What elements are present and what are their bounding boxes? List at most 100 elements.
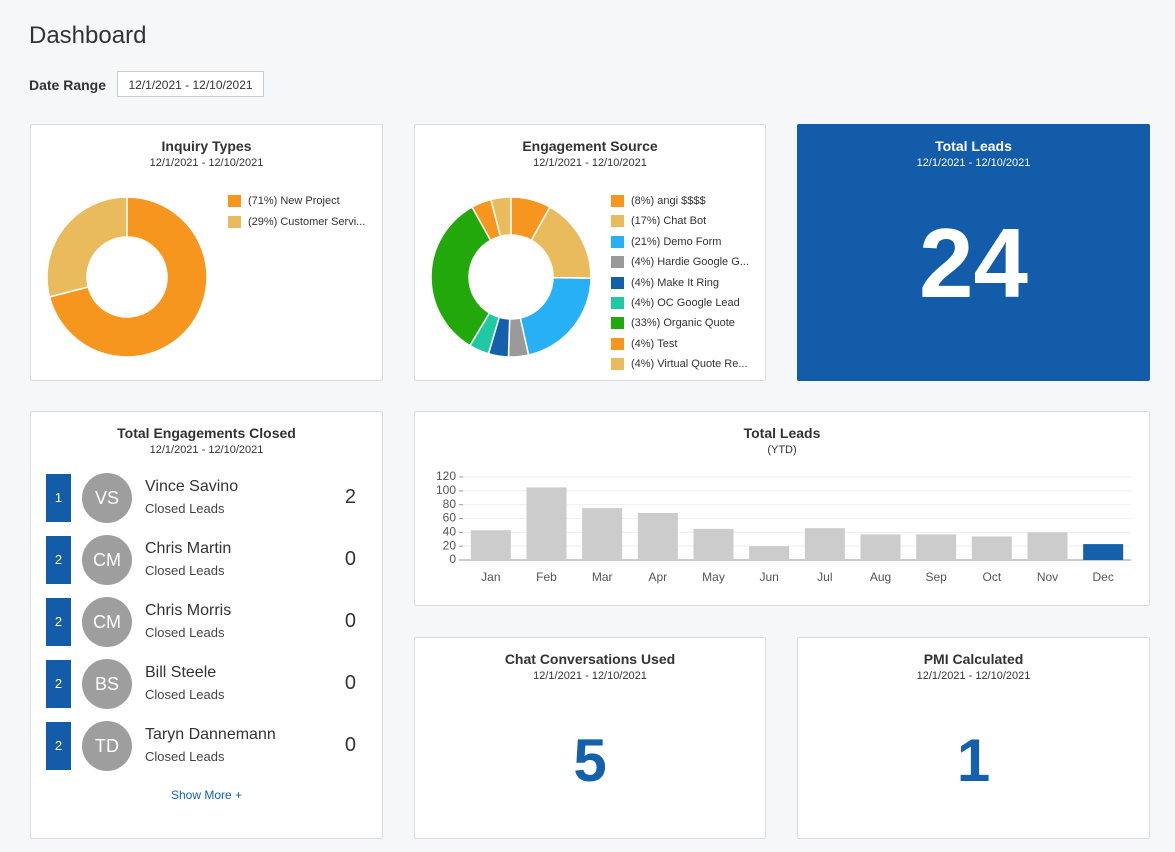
person-label: Closed Leads: [145, 687, 225, 702]
card-subtitle: 12/1/2021 - 12/10/2021: [916, 670, 1031, 682]
person-name: Chris Martin: [145, 540, 232, 557]
legend-swatch: [228, 215, 241, 228]
show-more[interactable]: Show More +: [170, 788, 243, 802]
pie-slice: [46, 196, 128, 298]
date-range-label: Date Range: [29, 77, 107, 93]
legend-label: Organic Quote: [663, 317, 735, 330]
person-count: 0: [344, 548, 356, 570]
x-tick-label: Jul: [817, 570, 832, 584]
bar: [749, 546, 790, 560]
legend-item: (17%) Chat Bot: [611, 211, 706, 231]
legend-item: (4%) Make It Ring: [611, 273, 719, 293]
bar-card: Total Leads (YTD) 0 20 40 60 80 100 120 Jan Feb M…: [414, 411, 1150, 606]
x-tick-label: Feb: [536, 570, 557, 584]
pie-slice: [489, 196, 512, 238]
legend-value: (17%): [631, 215, 661, 228]
bar: [526, 487, 567, 560]
person-name: Taryn Dannemann: [145, 726, 276, 743]
legend-label: Demo Form: [663, 235, 722, 248]
card-title: PMI Calculated: [923, 651, 1024, 667]
total-leads-card: Total Leads 12/1/2021 - 12/10/2021 24: [797, 124, 1150, 381]
legend-swatch: [611, 276, 624, 289]
card-subtitle: (YTD): [767, 444, 797, 456]
card-title: Inquiry Types: [161, 138, 252, 154]
rank-badge: 2: [46, 598, 71, 646]
y-tick-label: 20: [443, 538, 457, 552]
card-value: 5: [573, 727, 607, 794]
legend-label: angi $$$$: [657, 195, 706, 207]
card-subtitle: 12/1/2021 - 12/10/2021: [149, 444, 264, 456]
legend-value: (71%): [248, 195, 278, 207]
x-tick-label: Jan: [481, 570, 500, 584]
card-title: Engagement Source: [522, 138, 658, 154]
card-subtitle: 12/1/2021 - 12/10/2021: [533, 157, 647, 169]
legend-item: (21%) Demo Form: [611, 232, 721, 252]
x-tick-label: May: [702, 570, 725, 584]
legend-swatch: [611, 358, 624, 371]
legend-swatch: [611, 297, 624, 309]
inquiry-card: Inquiry Types 12/1/2021 - 12/10/2021 (71…: [30, 124, 383, 381]
legend-swatch: [611, 215, 624, 228]
person-label: Closed Leads: [145, 563, 225, 578]
bar: [470, 530, 511, 560]
rank-badge: 2: [46, 722, 71, 770]
legend-label: Make It Ring: [657, 276, 719, 289]
chat-card: Chat Conversations Used 12/1/2021 - 12/1…: [414, 637, 766, 839]
bar: [860, 534, 901, 560]
card-title: Total Leads: [743, 425, 821, 441]
person-label: Closed Leads: [145, 625, 225, 640]
legend-label: Customer Servi...: [280, 215, 366, 228]
pie-slice: [48, 196, 208, 358]
pie-slice: [430, 206, 492, 347]
y-tick-label: 120: [436, 469, 456, 483]
legend-value: (21%): [631, 235, 661, 248]
legend-swatch: [611, 235, 624, 248]
person-name: Bill Steele: [145, 664, 217, 681]
pie-slice: [519, 276, 592, 356]
x-tick-label: Jun: [759, 570, 778, 584]
engagement-card: Engagement Source 12/1/2021 - 12/10/2021…: [414, 124, 766, 381]
legend-label: Test: [657, 337, 678, 350]
chart-svg: [430, 196, 592, 358]
legend-value: (4%): [631, 337, 655, 350]
card-subtitle: 12/1/2021 - 12/10/2021: [916, 157, 1031, 169]
legend-label: Virtual Quote Re...: [657, 358, 748, 371]
legend-value: (4%): [631, 358, 655, 371]
legend-item: (4%) Hardie Google G...: [611, 252, 749, 272]
rank-badge: 2: [46, 660, 71, 708]
x-tick-label: Oct: [982, 570, 1001, 584]
legend-label: Hardie Google G...: [657, 256, 749, 269]
legend-label: Chat Bot: [663, 215, 707, 228]
y-tick-label: 100: [436, 483, 456, 497]
avatar: VS: [82, 473, 132, 523]
legend-value: (4%): [631, 256, 655, 269]
y-tick-label: 80: [443, 497, 457, 511]
pmi-card: PMI Calculated 12/1/2021 - 12/10/2021 1: [797, 637, 1150, 839]
legend-value: (8%): [631, 195, 655, 207]
y-tick-label: 60: [443, 511, 457, 525]
legend-swatch: [611, 317, 624, 330]
person-label: Closed Leads: [145, 749, 225, 764]
bar: [971, 536, 1012, 560]
bar: [1083, 544, 1124, 560]
card-title: Total Leads: [935, 138, 1012, 154]
card-title: Chat Conversations Used: [504, 651, 676, 667]
legend-item: (33%) Organic Quote: [611, 313, 735, 333]
x-tick-label: Nov: [1037, 570, 1058, 584]
legend-value: (4%): [631, 297, 655, 309]
bar: [693, 528, 734, 560]
legend-label: OC Google Lead: [657, 297, 740, 309]
date-range-input[interactable]: 12/1/2021 - 12/10/2021: [117, 71, 264, 97]
rank-badge: 2: [46, 536, 71, 584]
bar: [1027, 532, 1068, 560]
bar: [916, 534, 957, 560]
y-tick-label: 0: [449, 552, 456, 566]
legend-item: (4%) OC Google Lead: [611, 293, 740, 313]
x-tick-label: Sep: [925, 570, 947, 584]
card-value: 1: [956, 727, 991, 794]
rank-badge: 1: [46, 474, 71, 522]
card-title: Total Engagements Closed: [117, 425, 296, 441]
legend-item: (71%) New Project: [228, 191, 340, 211]
